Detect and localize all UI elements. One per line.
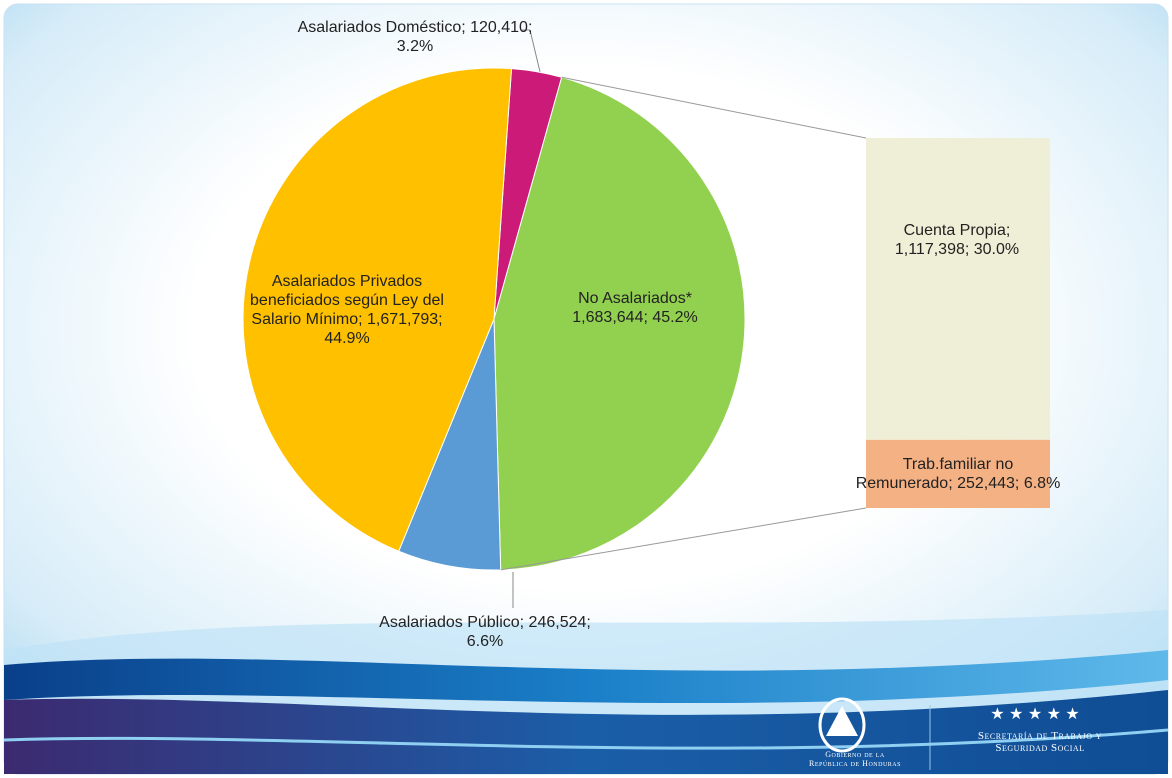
bar-segment xyxy=(866,138,1050,440)
data-label: No Asalariados* 1,683,644; 45.2% xyxy=(540,289,730,327)
page: {"chart_data": [ {"type": "pie", "values… xyxy=(0,0,1172,778)
footer-line: Secretaría de Trabajo y xyxy=(945,730,1135,742)
svg-text:★ ★ ★ ★ ★: ★ ★ ★ ★ ★ xyxy=(990,706,1080,723)
government-name: Gobierno de la República de Honduras xyxy=(790,750,920,768)
ministry-name: Secretaría de Trabajo y Seguridad Social xyxy=(945,730,1135,754)
footer-line: Gobierno de la xyxy=(790,750,920,759)
data-label: Cuenta Propia; 1,117,398; 30.0% xyxy=(867,221,1047,259)
data-label: Asalariados Público; 246,524; 6.6% xyxy=(375,613,595,651)
footer-line: República de Honduras xyxy=(790,759,920,768)
chart: ★ ★ ★ ★ ★ xyxy=(0,0,1172,778)
data-label: Asalariados Privados beneficiados según … xyxy=(247,272,447,348)
footer-line: Seguridad Social xyxy=(945,742,1135,754)
data-label: Asalariados Doméstico; 120,410; 3.2% xyxy=(285,18,545,56)
data-label: Trab.familiar no Remunerado; 252,443; 6.… xyxy=(853,455,1063,493)
